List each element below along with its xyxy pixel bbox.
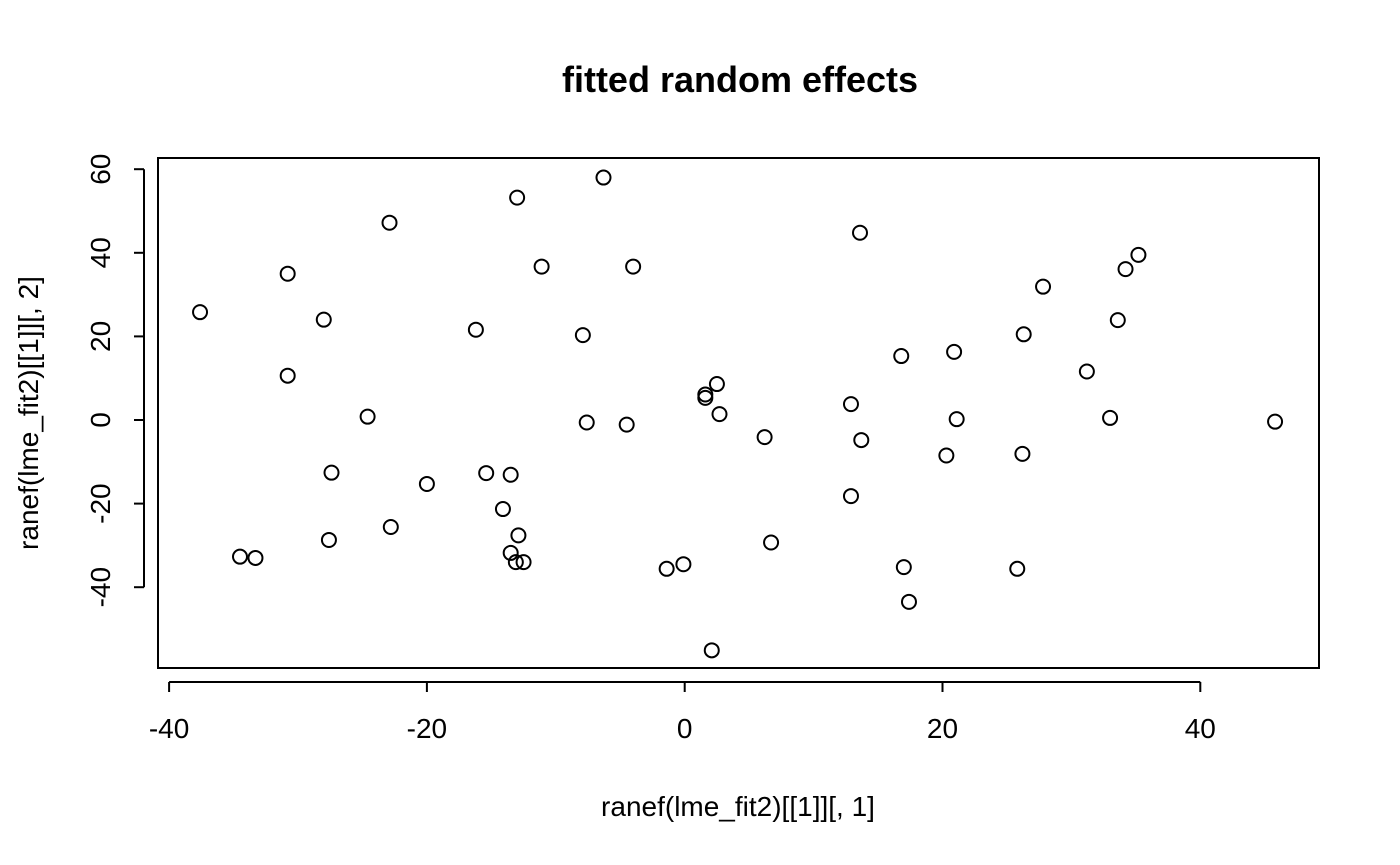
data-point (1015, 326, 1032, 343)
data-point (900, 593, 917, 610)
y-tick-label: 0 (85, 412, 116, 428)
data-point (315, 311, 332, 328)
data-point (852, 224, 869, 241)
data-point (842, 488, 859, 505)
data-point (578, 414, 595, 431)
x-axis-label: ranef(lme_fit2)[[1]][, 1] (601, 791, 875, 822)
data-point (509, 189, 526, 206)
y-tick-label: -20 (85, 483, 116, 523)
data-point (507, 554, 524, 571)
data-point (948, 411, 965, 428)
data-point (697, 386, 714, 403)
data-points (192, 169, 1284, 659)
data-point (515, 554, 532, 571)
y-axis: -40 -20 0 20 40 60 (85, 154, 145, 607)
data-point (946, 343, 963, 360)
plot-frame (157, 157, 1320, 669)
data-point (381, 214, 398, 231)
data-point (510, 527, 527, 544)
data-point (359, 408, 376, 425)
data-point (1109, 312, 1126, 329)
data-point (938, 447, 955, 464)
data-point (533, 258, 550, 275)
x-axis: -40 -20 0 20 40 (149, 681, 1216, 744)
data-point (625, 258, 642, 275)
data-point (708, 376, 725, 393)
data-point (502, 544, 519, 561)
x-tick-label: 20 (927, 713, 958, 744)
data-point (595, 169, 612, 186)
data-point (574, 327, 591, 344)
x-tick-label: -20 (407, 713, 447, 744)
data-point (1130, 246, 1147, 263)
data-point (893, 348, 910, 365)
data-point (382, 519, 399, 536)
data-point (1009, 560, 1026, 577)
data-point (1267, 413, 1284, 430)
y-tick-label: 20 (85, 321, 116, 352)
y-tick-label: 40 (85, 237, 116, 268)
data-point (192, 304, 209, 321)
data-point (279, 265, 296, 282)
data-point (279, 367, 296, 384)
data-point (842, 396, 859, 413)
data-point (247, 549, 264, 566)
data-point (502, 466, 519, 483)
data-point (756, 429, 773, 446)
data-point (494, 501, 511, 518)
data-point (675, 556, 692, 573)
data-point (618, 416, 635, 433)
x-tick-label: -40 (149, 713, 189, 744)
data-point (697, 389, 714, 406)
data-point (853, 432, 870, 449)
data-point (703, 642, 720, 659)
y-axis-label: ranef(lme_fit2)[[1]][, 2] (13, 276, 44, 550)
data-point (478, 465, 495, 482)
data-point (320, 531, 337, 548)
y-tick-label: 60 (85, 154, 116, 185)
x-tick-label: 0 (677, 713, 693, 744)
data-point (711, 406, 728, 423)
data-point (895, 559, 912, 576)
data-point (1035, 278, 1052, 295)
x-tick-label: 40 (1185, 713, 1216, 744)
data-point (1117, 261, 1134, 278)
data-point (467, 321, 484, 338)
y-tick-label: -40 (85, 567, 116, 607)
chart-title: fitted random effects (562, 59, 918, 100)
data-point (1102, 409, 1119, 426)
data-point (658, 560, 675, 577)
data-point (1078, 363, 1095, 380)
data-point (418, 475, 435, 492)
data-point (1014, 445, 1031, 462)
data-point (763, 534, 780, 551)
data-point (231, 548, 248, 565)
data-point (323, 464, 340, 481)
